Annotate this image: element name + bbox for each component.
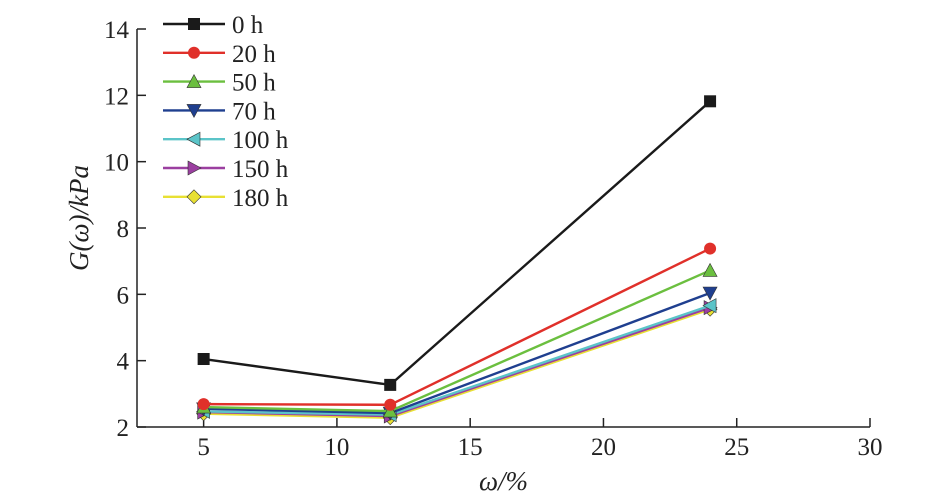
x-tick-label: 5 xyxy=(197,434,210,461)
legend-item: 20 h xyxy=(163,41,276,68)
x-tick-label: 30 xyxy=(858,434,883,461)
legend-item: 180 h xyxy=(163,185,289,212)
y-tick-label: 10 xyxy=(104,150,129,177)
y-axis-title: G(ω)/kPa xyxy=(64,165,94,271)
legend-item: 50 h xyxy=(163,70,276,97)
marker-triangle-down xyxy=(702,286,718,301)
legend-label: 0 h xyxy=(232,12,264,39)
legend-label: 180 h xyxy=(232,185,289,212)
x-tick-label: 15 xyxy=(458,434,483,461)
series-layer xyxy=(196,95,718,426)
series-20-h xyxy=(197,242,717,411)
x-tick-label: 25 xyxy=(724,434,749,461)
marker-circle xyxy=(384,398,397,411)
series-line xyxy=(203,269,711,413)
marker-circle xyxy=(197,398,210,411)
axes: 5 10 15 20 25 30 2 4 6 8 10 12 14 xyxy=(104,17,883,461)
x-tick-label: 10 xyxy=(324,434,349,461)
marker-diamond xyxy=(186,189,202,205)
y-tick-label: 8 xyxy=(117,216,130,243)
legend-label: 100 h xyxy=(232,127,289,154)
marker-triangle-down xyxy=(186,104,202,119)
marker-triangle-left xyxy=(186,131,201,147)
marker-square xyxy=(704,95,717,108)
legend-label: 150 h xyxy=(232,156,289,183)
y-tick-label: 12 xyxy=(104,83,129,110)
marker-square xyxy=(384,378,397,391)
legend-item: 150 h xyxy=(163,156,289,183)
y-tick-label: 6 xyxy=(117,282,130,309)
legend-item: 100 h xyxy=(163,127,289,154)
marker-circle xyxy=(188,46,200,59)
legend-label: 20 h xyxy=(232,41,276,68)
y-tick-label: 2 xyxy=(117,415,130,442)
marker-triangle-right xyxy=(187,160,202,176)
marker-triangle-left xyxy=(702,298,717,314)
series-0-h xyxy=(197,95,717,391)
y-tick-label: 4 xyxy=(117,349,130,376)
legend-item: 0 h xyxy=(163,12,264,39)
series-70-h xyxy=(196,286,718,421)
legend-label: 50 h xyxy=(232,70,276,97)
x-tick-label: 20 xyxy=(591,434,616,461)
marker-circle xyxy=(704,242,717,255)
marker-square xyxy=(188,18,200,30)
legend-label: 70 h xyxy=(232,98,276,125)
marker-triangle-up xyxy=(186,73,202,88)
legend-item: 70 h xyxy=(163,98,276,125)
marker-square xyxy=(197,353,210,366)
y-tick-label: 14 xyxy=(104,17,130,44)
x-axis-title: ω/% xyxy=(479,466,528,496)
marker-triangle-up xyxy=(702,262,718,277)
series-line xyxy=(203,306,711,418)
